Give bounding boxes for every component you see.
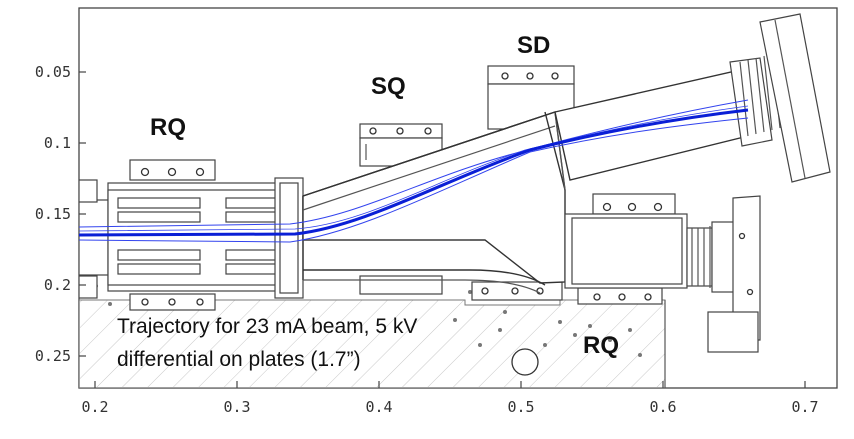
- entrance-pipe: [79, 199, 112, 276]
- lower-flange: [732, 195, 761, 341]
- rq-left-magnet: [107, 159, 304, 311]
- label-sd: SD: [517, 32, 550, 59]
- base-hole: [511, 348, 539, 376]
- y-axis: 0.05 0.1 0.15 0.2 0.25: [35, 63, 86, 365]
- lower-bellows: [686, 195, 761, 353]
- beam-envelope-lower: [79, 117, 749, 243]
- beam-trajectory: [79, 108, 749, 237]
- label-sq: SQ: [371, 73, 406, 100]
- x-tick-label: 0.6: [649, 398, 676, 416]
- x-tick-label: 0.7: [791, 398, 818, 416]
- y-tick-label: 0.05: [35, 63, 71, 81]
- x-tick-label: 0.5: [507, 398, 534, 416]
- x-tick-label: 0.4: [365, 398, 392, 416]
- y-tick-label: 0.25: [35, 347, 71, 365]
- y-tick-label: 0.1: [44, 134, 71, 152]
- y-tick-label: 0.15: [35, 205, 71, 223]
- y-tick-label: 0.2: [44, 276, 71, 294]
- x-tick-label: 0.3: [223, 398, 250, 416]
- upper-bellows: [729, 13, 831, 183]
- x-tick-label: 0.2: [81, 398, 108, 416]
- upper-flange: [759, 13, 831, 183]
- caption-line-1: Trajectory for 23 mA beam, 5 kV: [117, 315, 417, 338]
- label-rq-right: RQ: [583, 332, 619, 359]
- label-rq-left: RQ: [150, 114, 186, 141]
- x-axis: 0.2 0.3 0.4 0.5 0.6 0.7: [81, 381, 819, 416]
- rq-right-magnet: [564, 193, 688, 305]
- caption-line-2: differential on plates (1.7”): [117, 348, 361, 371]
- support-base: [79, 299, 666, 388]
